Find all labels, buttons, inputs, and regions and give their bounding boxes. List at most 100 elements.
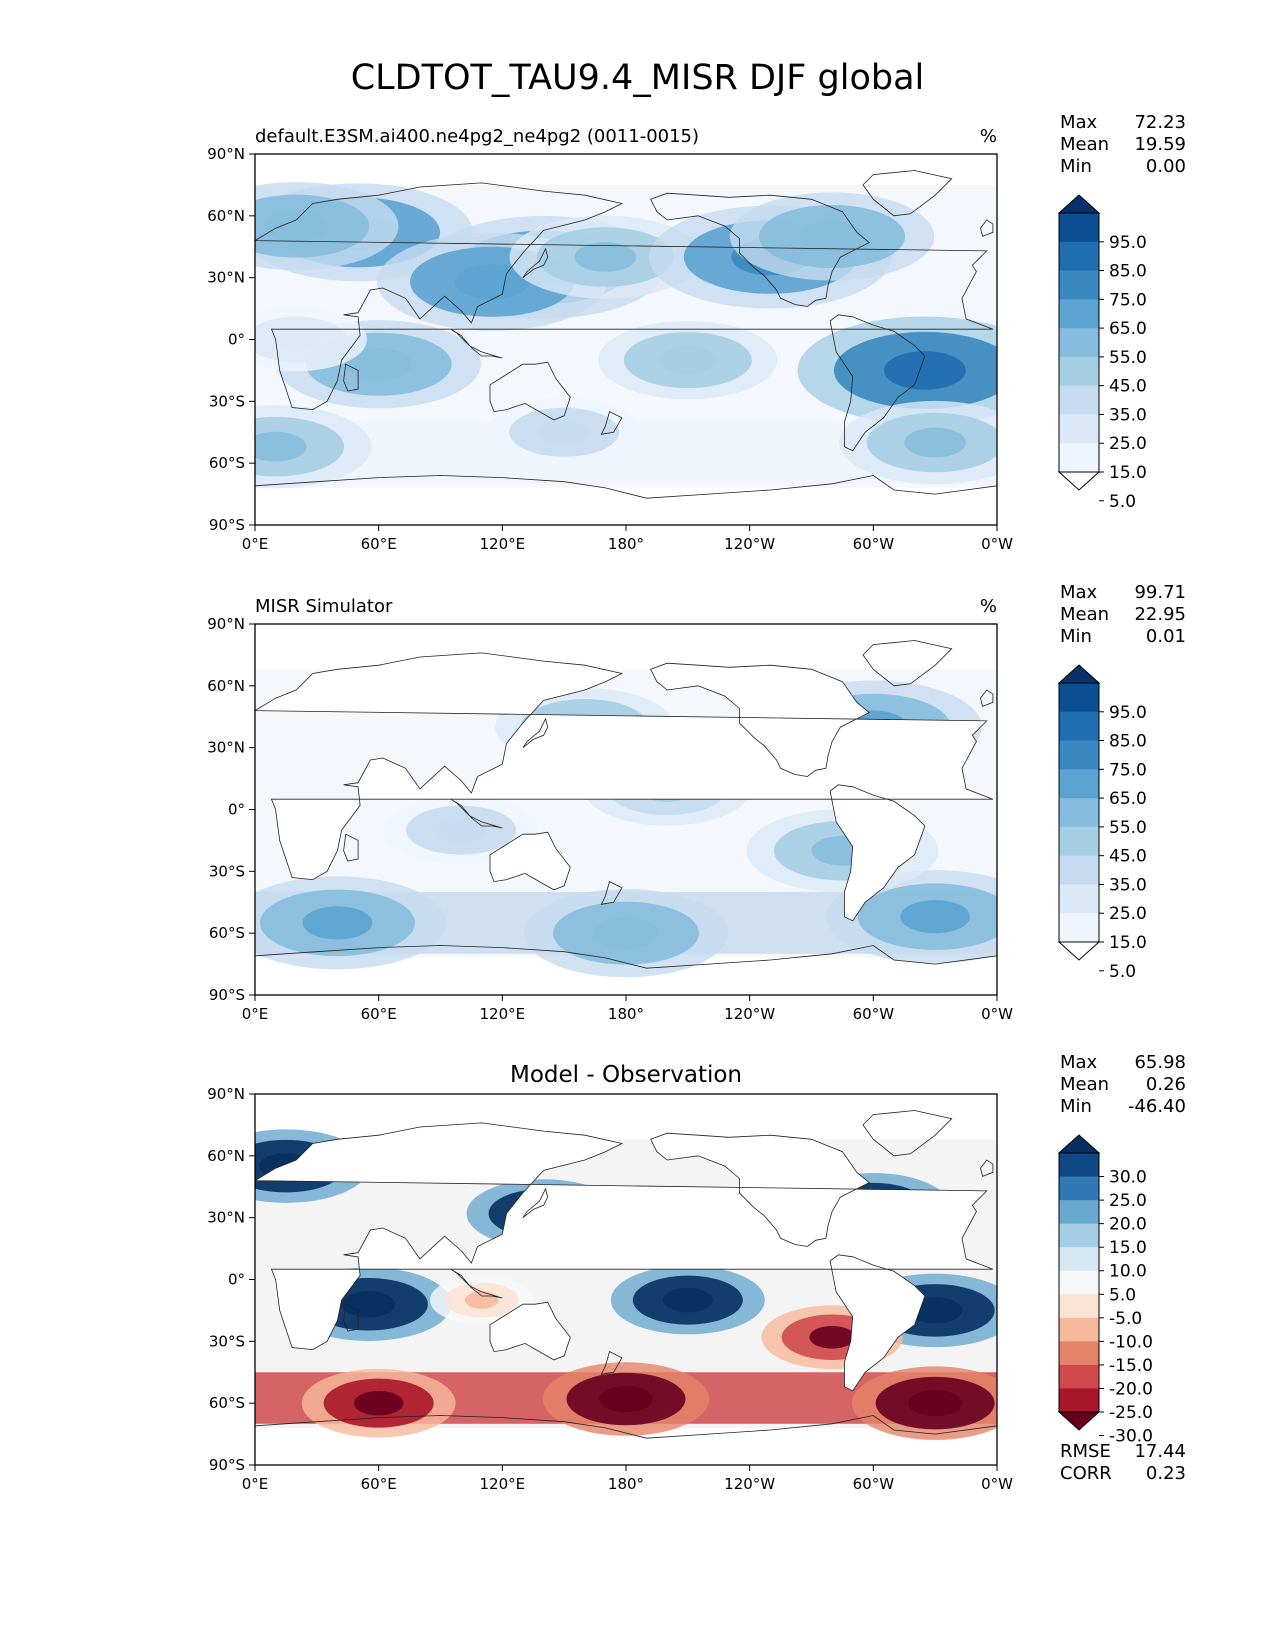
coastline [650, 1132, 870, 1247]
panel-titles-1: default.E3SM.ai400.ne4pg2_ne4pg2 (0011-0… [255, 126, 997, 147]
field-blob-core [465, 1291, 499, 1309]
panel-stats-3: Max 65.98 Mean 0.26 Min -46.40 RMSE 17.44 CORR 0.… [1060, 1052, 1186, 1484]
field-blob-core [659, 346, 717, 375]
stat-label: Max [1060, 1052, 1098, 1073]
colorbar-tick-label: 55.0 [1109, 348, 1147, 368]
coastline [522, 1187, 549, 1219]
coastline [829, 1254, 926, 1392]
stat-label: Min [1060, 626, 1092, 647]
corr-label: CORR [1060, 1463, 1112, 1484]
lat-tick-label: 30°N [207, 1209, 245, 1227]
stat-value: 72.23 [1134, 112, 1186, 133]
map-field-2 [255, 640, 997, 995]
colorbar-segment [1059, 1341, 1099, 1366]
coastline [255, 945, 997, 995]
coastline [343, 833, 359, 862]
coastline [600, 1351, 623, 1375]
colorbar-2: 95.0 85.0 75.0 65.0 55.0 45.0 35.0 25.0 15.0 5.0 [1057, 664, 1147, 982]
lon-tick-label: 120°W [724, 535, 775, 553]
lat-tick-label: 30°S [209, 392, 245, 410]
coastline [862, 170, 953, 217]
panel-titles-2: MISR Simulator% [255, 596, 997, 617]
coastline [829, 314, 926, 452]
colorbar-tick-label: 35.0 [1109, 405, 1147, 425]
coastline [255, 1415, 997, 1465]
colorbar-tick-label: -10.0 [1109, 1332, 1153, 1352]
field-blob-core [455, 264, 529, 300]
colorbar-segment [1059, 356, 1099, 387]
colorbar-segment [1059, 241, 1099, 272]
lat-tick-label: 60°S [209, 924, 245, 942]
colorbar-extend-bottom [1057, 471, 1101, 491]
field-blob-core [273, 328, 319, 351]
colorbar-tick-label: 5.0 [1109, 1285, 1136, 1305]
coastline [600, 881, 623, 905]
lon-tick-label: 0°E [242, 535, 269, 553]
colorbar-extend-top [1057, 194, 1101, 214]
stat-value: 22.95 [1134, 604, 1186, 625]
colorbar-tick-label: -5.0 [1109, 1309, 1142, 1329]
colorbar-tick-label: 30.0 [1109, 1168, 1147, 1188]
rmse-value: 17.44 [1134, 1441, 1186, 1462]
colorbar-extend-top [1057, 664, 1101, 684]
panel-stats-2: Max 99.71 Mean 22.95 Min 0.01 [1060, 582, 1186, 647]
colorbar-segment [1059, 740, 1099, 770]
colorbar-tick-label: -25.0 [1109, 1403, 1153, 1423]
stat-value: -46.40 [1128, 1096, 1186, 1117]
map-axes-3: 90°N 60°N 30°N 0° 30°S 60°S 90°S0°E 60°E 120°E 18… [207, 1085, 1013, 1493]
coastline [255, 652, 994, 881]
colorbar-3: 30.0 25.0 20.0 15.0 10.0 5.0 -5.0 -10.0 -15.0 -20… [1057, 1134, 1153, 1447]
colorbar-segment [1059, 328, 1099, 358]
lat-tick-label: 90°N [207, 145, 245, 163]
lon-tick-label: 60°W [853, 535, 895, 553]
lon-tick-label: 120°E [480, 1005, 526, 1023]
lat-tick-label: 60°N [207, 677, 245, 695]
colorbar-tick-label: -15.0 [1109, 1356, 1153, 1376]
panel-units: % [980, 596, 997, 617]
stat-label: Max [1060, 112, 1098, 133]
lon-tick-label: 0°W [981, 1005, 1013, 1023]
coastline [980, 689, 994, 707]
colorbar-frame [1058, 212, 1100, 473]
colorbar-segment [1059, 683, 1099, 713]
lat-tick-label: 60°N [207, 1147, 245, 1165]
lat-tick-label: 90°N [207, 615, 245, 633]
colorbar-tick-label: 25.0 [1109, 904, 1147, 924]
lat-tick-label: 90°S [209, 986, 245, 1004]
stat-value: 0.01 [1146, 626, 1186, 647]
colorbar-tick-label: 25.0 [1109, 1191, 1147, 1211]
stat-label: Max [1060, 582, 1098, 603]
coastline [450, 798, 503, 829]
colorbar-segment [1059, 270, 1099, 300]
lon-tick-label: 60°W [853, 1005, 895, 1023]
colorbar-tick-label: 15.0 [1109, 933, 1147, 953]
field-blob-core [263, 210, 330, 242]
stat-label: Mean [1060, 134, 1109, 155]
coastline [862, 640, 953, 687]
field-blob-core [799, 220, 865, 253]
lon-tick-label: 120°W [724, 1475, 775, 1493]
land-mask [255, 1122, 993, 1350]
lat-tick-label: 0° [228, 1271, 245, 1289]
field-blob-core [255, 431, 307, 462]
colorbar-segment [1059, 414, 1099, 444]
colorbar-segment [1059, 385, 1099, 415]
colorbar-1: 95.0 85.0 75.0 65.0 55.0 45.0 35.0 25.0 15.0 5.0 [1057, 194, 1147, 512]
lon-tick-label: 180° [608, 1475, 644, 1493]
field-blob-core [904, 427, 966, 458]
colorbar-tick-label: 85.0 [1109, 732, 1147, 752]
land-mask [490, 1302, 571, 1360]
panel-stats-1: Max 72.23 Mean 19.59 Min 0.00 [1060, 112, 1186, 177]
colorbar-tick-label: 75.0 [1109, 290, 1147, 310]
colorbar-segment [1059, 1223, 1099, 1248]
colorbar-segment [1059, 884, 1099, 914]
colorbar-tick-label: 85.0 [1109, 262, 1147, 282]
lon-tick-label: 60°E [361, 535, 397, 553]
stat-label: Min [1060, 156, 1092, 177]
field-blob-core [353, 1390, 404, 1416]
colorbar-frame [1058, 682, 1100, 943]
field-blob-core [883, 351, 966, 390]
lat-tick-label: 60°S [209, 1394, 245, 1412]
colorbar-tick-label: 10.0 [1109, 1262, 1147, 1282]
stat-value: 0.00 [1146, 156, 1186, 177]
